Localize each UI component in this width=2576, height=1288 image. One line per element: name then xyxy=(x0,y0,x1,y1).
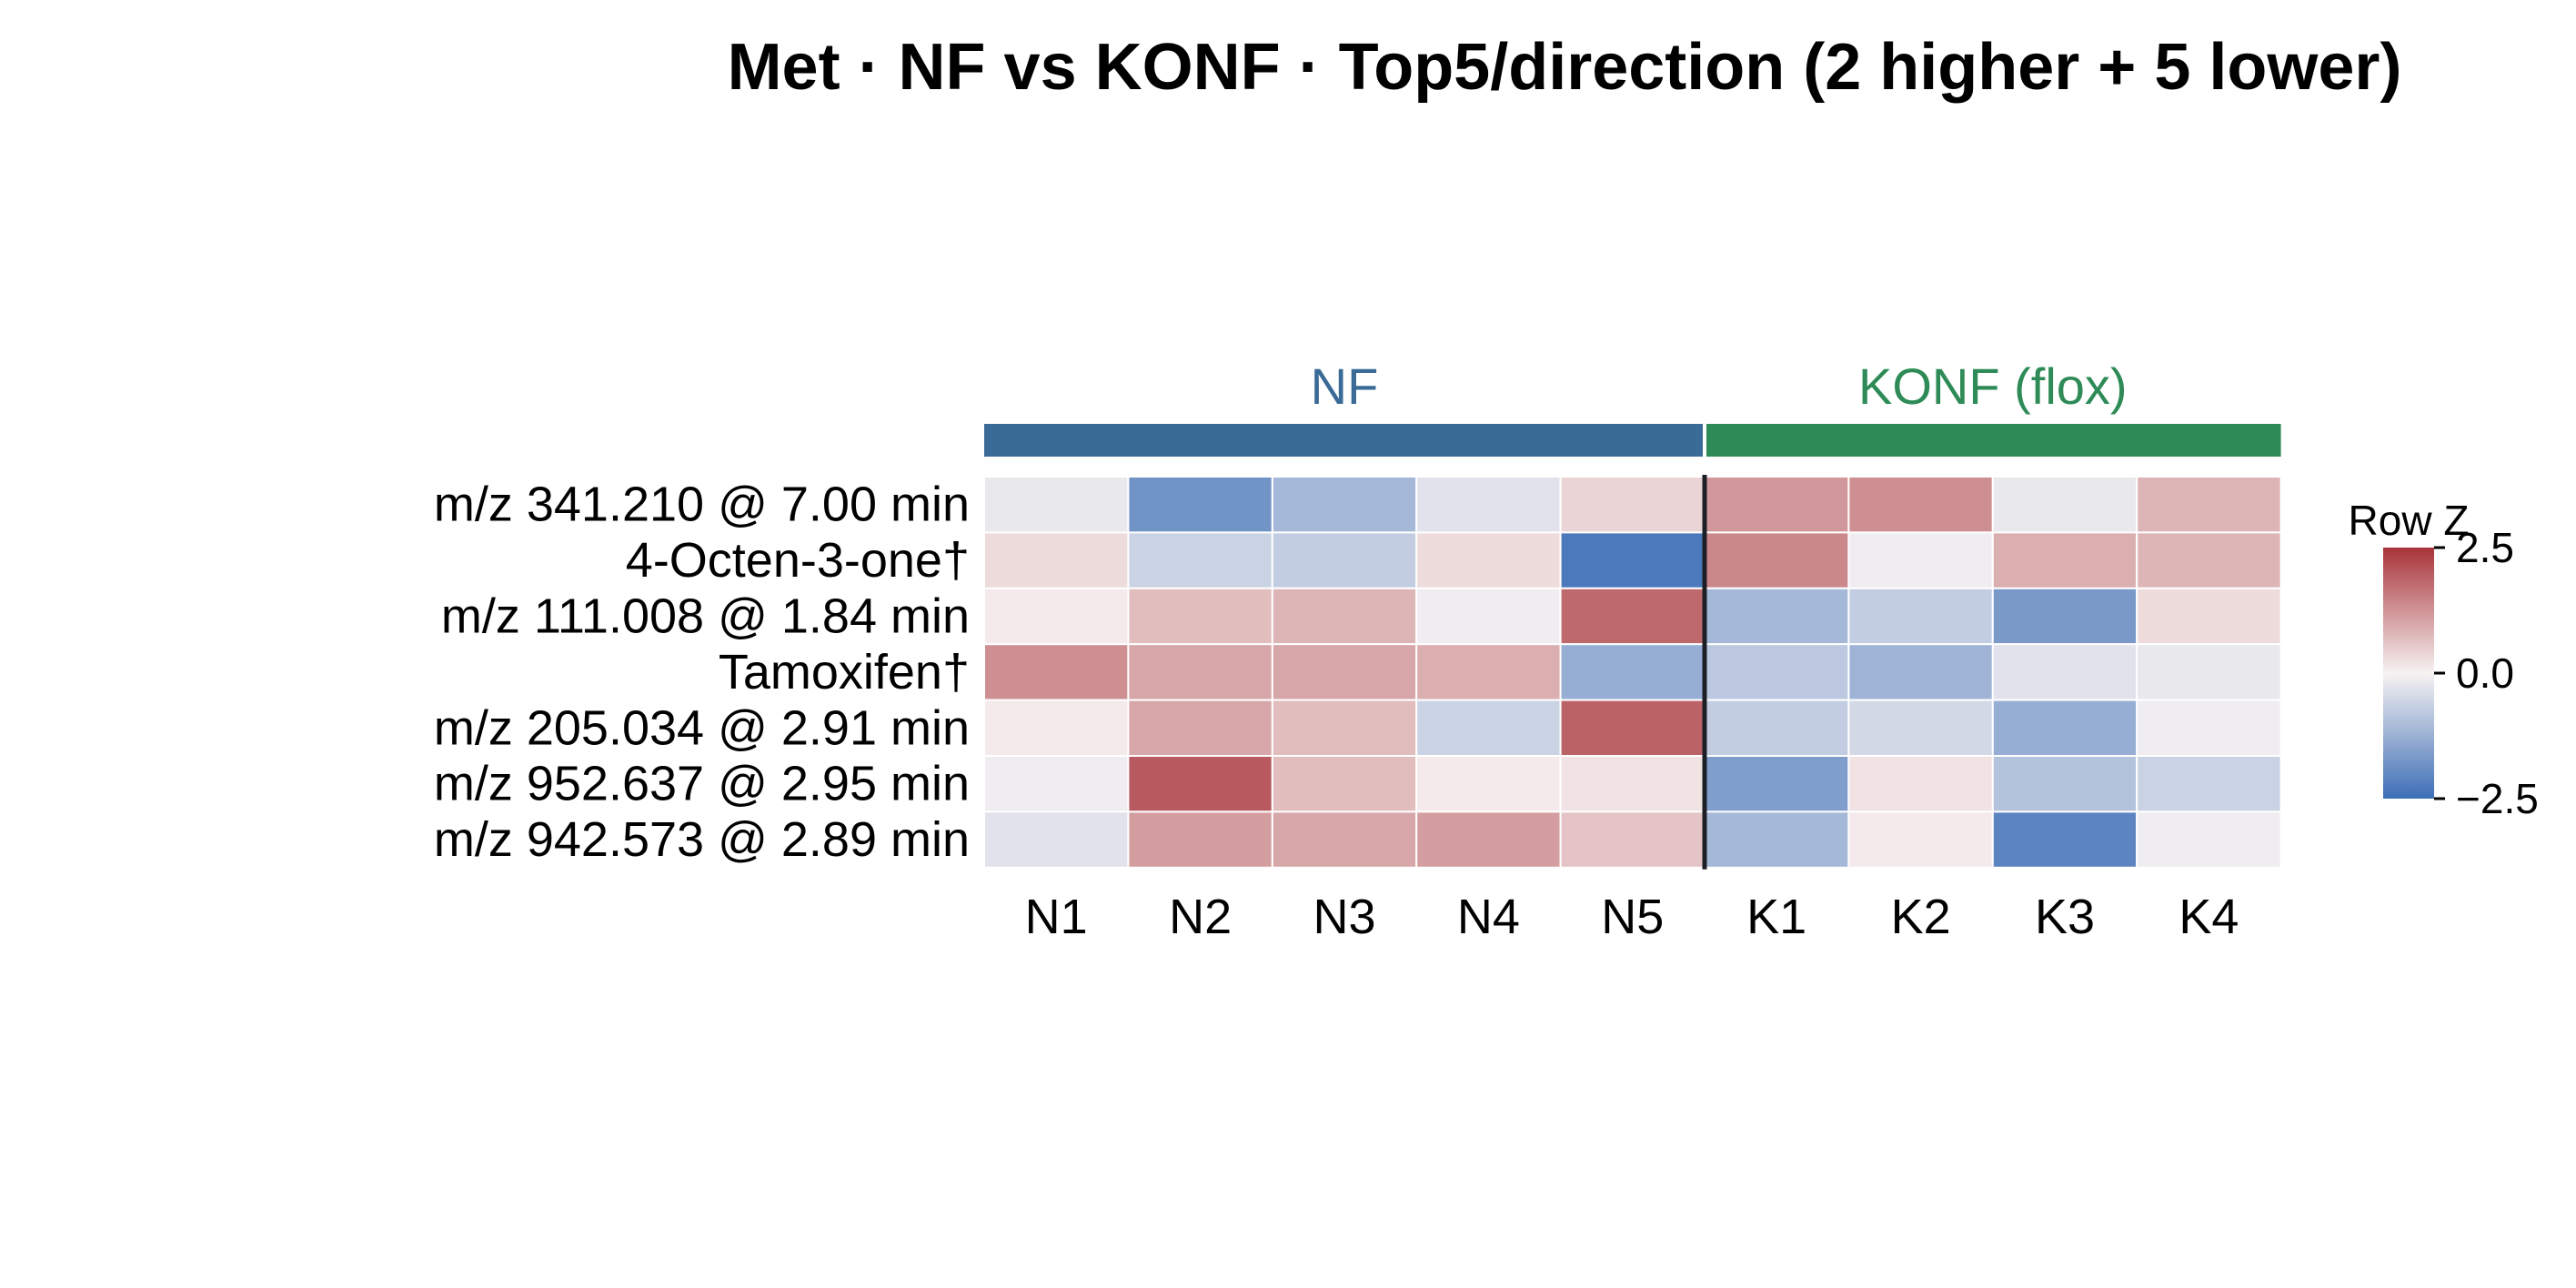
heatmap-cell-r4-c6 xyxy=(1847,699,1994,757)
heatmap-cell-r2-c2 xyxy=(1271,587,1418,646)
heatmap-cell-r1-c5 xyxy=(1704,531,1850,589)
colorbar-tick-label: −2.5 xyxy=(2456,775,2539,822)
heatmap-cell-r5-c8 xyxy=(2136,755,2282,813)
heatmap-cell-r0-c4 xyxy=(1559,476,1706,534)
heatmap-cell-r5-c1 xyxy=(1127,755,1273,813)
heatmap-cells xyxy=(983,476,2282,869)
row-label: m/z 952.637 @ 2.95 min xyxy=(434,757,970,811)
column-label: N2 xyxy=(1169,890,1232,944)
heatmap-cell-r0-c6 xyxy=(1847,476,1994,534)
heatmap-cell-r0-c7 xyxy=(1991,476,2138,534)
column-label: N4 xyxy=(1457,890,1520,944)
heatmap-cell-r6-c6 xyxy=(1847,810,1994,869)
heatmap-cell-r2-c6 xyxy=(1847,587,1994,646)
colorbar-tick-label: 0.0 xyxy=(2456,649,2514,697)
heatmap-cell-r5-c3 xyxy=(1415,755,1562,813)
heatmap-cell-r2-c8 xyxy=(2136,587,2282,646)
colorbar-title: Row Z xyxy=(2349,497,2470,544)
heatmap-cell-r4-c2 xyxy=(1271,699,1418,757)
heatmap-cell-r1-c4 xyxy=(1559,531,1706,589)
heatmap-cell-r0-c0 xyxy=(983,476,1130,534)
heatmap-cell-r6-c2 xyxy=(1271,810,1418,869)
heatmap-cell-r3-c4 xyxy=(1559,643,1706,701)
heatmap-cell-r1-c3 xyxy=(1415,531,1562,589)
heatmap-cell-r0-c5 xyxy=(1704,476,1850,534)
colorbar-tick-label: 2.5 xyxy=(2456,524,2514,571)
heatmap-cell-r5-c4 xyxy=(1559,755,1706,813)
heatmap-cell-r4-c5 xyxy=(1704,699,1850,757)
heatmap-cell-r4-c7 xyxy=(1991,699,2138,757)
heatmap-cell-r3-c1 xyxy=(1127,643,1273,701)
column-label: N5 xyxy=(1601,890,1664,944)
heatmap-cell-r3-c8 xyxy=(2136,643,2282,701)
heatmap-cell-r4-c8 xyxy=(2136,699,2282,757)
row-label: m/z 111.008 @ 1.84 min xyxy=(441,589,970,644)
heatmap-cell-r2-c4 xyxy=(1559,587,1706,646)
heatmap-cell-r6-c0 xyxy=(983,810,1130,869)
heatmap-cell-r3-c7 xyxy=(1991,643,2138,701)
heatmap-cell-r4-c1 xyxy=(1127,699,1273,757)
heatmap-cell-r1-c7 xyxy=(1991,531,2138,589)
column-label: K3 xyxy=(2035,890,2095,944)
heatmap-cell-r2-c7 xyxy=(1991,587,2138,646)
group-label: KONF (flox) xyxy=(1858,357,2128,415)
row-label: m/z 942.573 @ 2.89 min xyxy=(434,812,970,867)
heatmap-cell-r5-c0 xyxy=(983,755,1130,813)
heatmap-cell-r5-c6 xyxy=(1847,755,1994,813)
heatmap-cell-r4-c3 xyxy=(1415,699,1562,757)
heatmap-cell-r3-c3 xyxy=(1415,643,1562,701)
heatmap-cell-r4-c0 xyxy=(983,699,1130,757)
heatmap-cell-r3-c5 xyxy=(1704,643,1850,701)
row-label: m/z 341.210 @ 7.00 min xyxy=(434,478,970,532)
heatmap-cell-r5-c5 xyxy=(1704,755,1850,813)
heatmap-cell-r6-c7 xyxy=(1991,810,2138,869)
row-labels: m/z 341.210 @ 7.00 min4-Octen-3-one†m/z … xyxy=(434,478,970,867)
heatmap-cell-r2-c1 xyxy=(1127,587,1273,646)
column-label: N3 xyxy=(1313,890,1375,944)
column-label: K2 xyxy=(1891,890,1951,944)
group-bar-konf-flox- xyxy=(1706,424,2281,457)
heatmap-cell-r2-c0 xyxy=(983,587,1130,646)
column-labels: N1 N2 N3 N4 N5 K1 K2 K3 K4 xyxy=(1025,890,2239,944)
column-label: N1 xyxy=(1025,890,1088,944)
heatmap-cell-r1-c1 xyxy=(1127,531,1273,589)
colorbar-gradient xyxy=(2383,548,2434,799)
column-label: K4 xyxy=(2179,890,2239,944)
heatmap-cell-r1-c8 xyxy=(2136,531,2282,589)
heatmap-cell-r1-c0 xyxy=(983,531,1130,589)
heatmap-cell-r4-c4 xyxy=(1559,699,1706,757)
heatmap-cell-r6-c3 xyxy=(1415,810,1562,869)
colorbar: Row Z2.5 0.0 −2.5 xyxy=(2349,497,2539,822)
heatmap-cell-r1-c2 xyxy=(1271,531,1418,589)
heatmap-cell-r5-c7 xyxy=(1991,755,2138,813)
heatmap-cell-r1-c6 xyxy=(1847,531,1994,589)
group-label: NF xyxy=(1311,357,1379,415)
heatmap-cell-r3-c2 xyxy=(1271,643,1418,701)
heatmap-cell-r5-c2 xyxy=(1271,755,1418,813)
heatmap-cell-r6-c1 xyxy=(1127,810,1273,869)
heatmap-cell-r0-c2 xyxy=(1271,476,1418,534)
heatmap-cell-r0-c8 xyxy=(2136,476,2282,534)
row-label: 4-Octen-3-one† xyxy=(626,533,970,588)
heatmap-cell-r2-c5 xyxy=(1704,587,1850,646)
heatmap-cell-r2-c3 xyxy=(1415,587,1562,646)
heatmap-cell-r3-c6 xyxy=(1847,643,1994,701)
heatmap-cell-r6-c8 xyxy=(2136,810,2282,869)
row-label: Tamoxifen† xyxy=(719,645,970,699)
row-label: m/z 205.034 @ 2.91 min xyxy=(434,700,970,755)
heatmap-cell-r6-c5 xyxy=(1704,810,1850,869)
heatmap-cell-r0-c3 xyxy=(1415,476,1562,534)
heatmap-cell-r3-c0 xyxy=(983,643,1130,701)
chart-title: Met · NF vs KONF · Top5/direction (2 hig… xyxy=(728,31,2402,104)
heatmap-cell-r0-c1 xyxy=(1127,476,1273,534)
column-label: K1 xyxy=(1746,890,1806,944)
group-bar-nf xyxy=(984,424,1703,457)
group-annotation-bars: NF KONF (flox) xyxy=(984,357,2281,457)
heatmap-cell-r6-c4 xyxy=(1559,810,1706,869)
